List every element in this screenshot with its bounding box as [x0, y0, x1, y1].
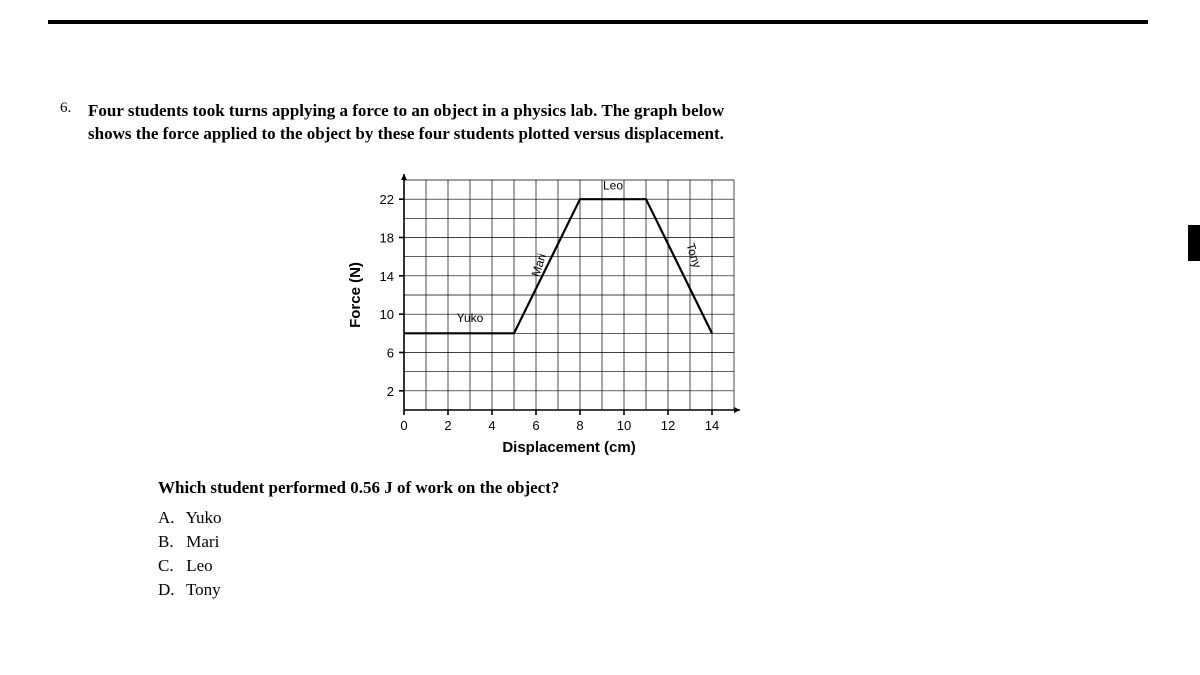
- page-edge-tab: [1188, 225, 1200, 261]
- svg-text:6: 6: [532, 418, 539, 433]
- answer-options: A. Yuko B. Mari C. Leo D. Tony: [158, 508, 1140, 600]
- option-letter: C.: [158, 556, 182, 576]
- stem-line-1: Four students took turns applying a forc…: [88, 101, 724, 120]
- svg-text:10: 10: [380, 307, 394, 322]
- svg-text:Mari: Mari: [529, 252, 549, 278]
- question-stem: Four students took turns applying a forc…: [88, 100, 724, 146]
- chart-svg: 0 2 4 6 8 10 12 14 2 6 10 14 18 22 Displacement (cm) Fo…: [340, 166, 760, 466]
- option-d: D. Tony: [158, 580, 1140, 600]
- svg-text:10: 10: [617, 418, 631, 433]
- question-block: 6. Four students took turns applying a f…: [60, 100, 1140, 604]
- svg-text:Leo: Leo: [603, 178, 623, 192]
- follow-up-question: Which student performed 0.56 J of work o…: [158, 478, 1140, 498]
- svg-text:Force (N): Force (N): [347, 262, 364, 328]
- svg-text:2: 2: [444, 418, 451, 433]
- question-number: 6.: [60, 100, 88, 146]
- top-rule: [48, 20, 1148, 24]
- option-c: C. Leo: [158, 556, 1140, 576]
- option-letter: D.: [158, 580, 182, 600]
- svg-text:8: 8: [576, 418, 583, 433]
- option-letter: B.: [158, 532, 182, 552]
- svg-text:Yuko: Yuko: [457, 311, 484, 325]
- svg-text:4: 4: [488, 418, 495, 433]
- svg-text:18: 18: [380, 230, 394, 245]
- force-displacement-chart: 0 2 4 6 8 10 12 14 2 6 10 14 18 22 Displacement (cm) Fo…: [340, 166, 760, 466]
- svg-text:2: 2: [387, 384, 394, 399]
- svg-text:0: 0: [400, 418, 407, 433]
- option-a: A. Yuko: [158, 508, 1140, 528]
- svg-text:14: 14: [705, 418, 719, 433]
- option-b: B. Mari: [158, 532, 1140, 552]
- option-text: Tony: [186, 580, 221, 599]
- svg-text:Displacement (cm): Displacement (cm): [502, 439, 635, 456]
- option-letter: A.: [158, 508, 182, 528]
- svg-text:22: 22: [380, 192, 394, 207]
- svg-text:6: 6: [387, 345, 394, 360]
- option-text: Leo: [186, 556, 212, 575]
- svg-text:14: 14: [380, 269, 394, 284]
- stem-line-2: shows the force applied to the object by…: [88, 124, 724, 143]
- svg-text:Tony: Tony: [683, 241, 704, 269]
- option-text: Yuko: [186, 508, 222, 527]
- option-text: Mari: [186, 532, 219, 551]
- svg-text:12: 12: [661, 418, 675, 433]
